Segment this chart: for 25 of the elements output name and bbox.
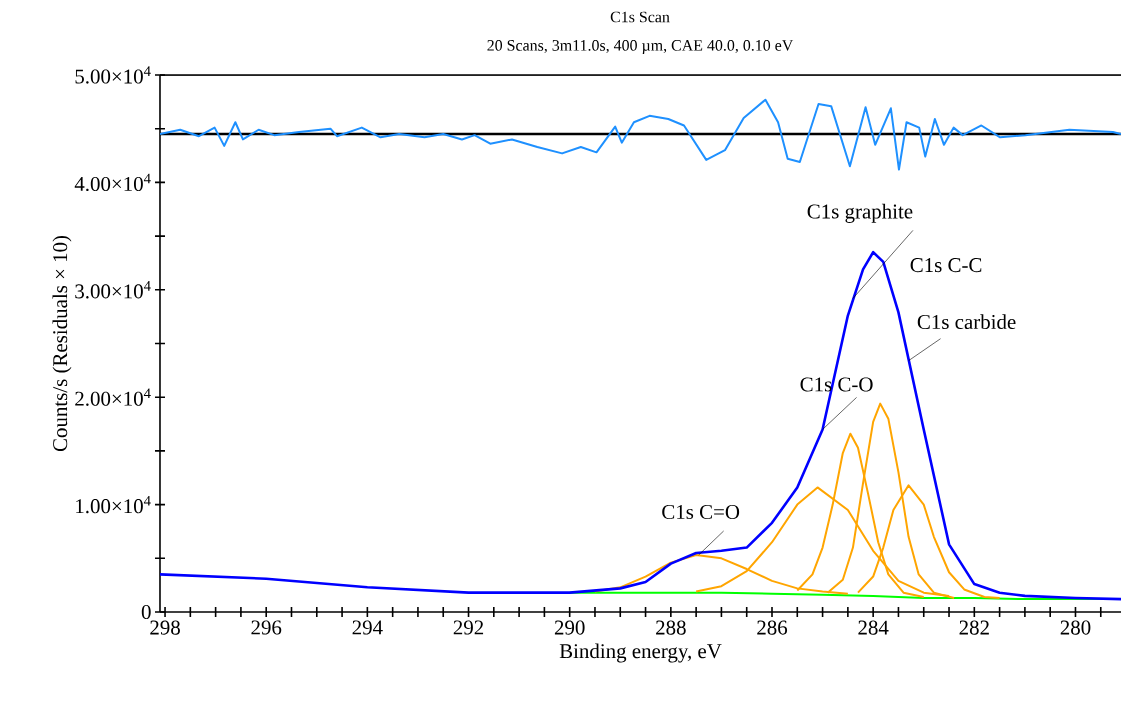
annotation: C1s graphite — [807, 203, 913, 223]
x-tick-label: 294 — [352, 620, 383, 635]
y-tick-label: 1.00×10$^{4}$ — [76, 495, 151, 514]
chart-subtitle: 20 Scans, 3m11.0s, 400 µm, CAE 40.0, 0.10 eV — [487, 40, 794, 54]
x-tick-label: 292 — [453, 620, 484, 635]
x-tick-label: 280 — [1060, 620, 1091, 635]
x-tick-label: 284 — [858, 620, 889, 635]
x-tick-label: 288 — [656, 620, 686, 635]
y-tick-label: 5.00×10$^{4}$ — [75, 66, 151, 84]
x-tick-label: 296 — [251, 620, 282, 635]
y-axis-title: Counts/s (Residuals × 10) — [52, 235, 72, 452]
x-tick-label: 282 — [959, 620, 989, 635]
y-tick-label: 2.00×10$^{4}$ — [75, 388, 151, 406]
y-tick-label: 4.00×10$^{4}$ — [74, 173, 151, 192]
x-tick-label: 298 — [150, 620, 180, 635]
x-tick-label: 286 — [757, 620, 788, 635]
y-tick-label: 3.00×10$^{4}$ — [75, 281, 151, 299]
annotation: C1s C=O — [662, 504, 740, 519]
annotation: C1s C-O — [800, 377, 873, 392]
annotation: C1s carbide — [917, 314, 1016, 330]
annotation: C1s C-C — [910, 258, 982, 273]
chart-title: C1s Scan — [610, 11, 670, 23]
y-tick-label: 0 — [141, 604, 151, 620]
x-tick-label: 290 — [554, 620, 585, 635]
x-axis-title: Binding energy, eV — [559, 643, 722, 663]
